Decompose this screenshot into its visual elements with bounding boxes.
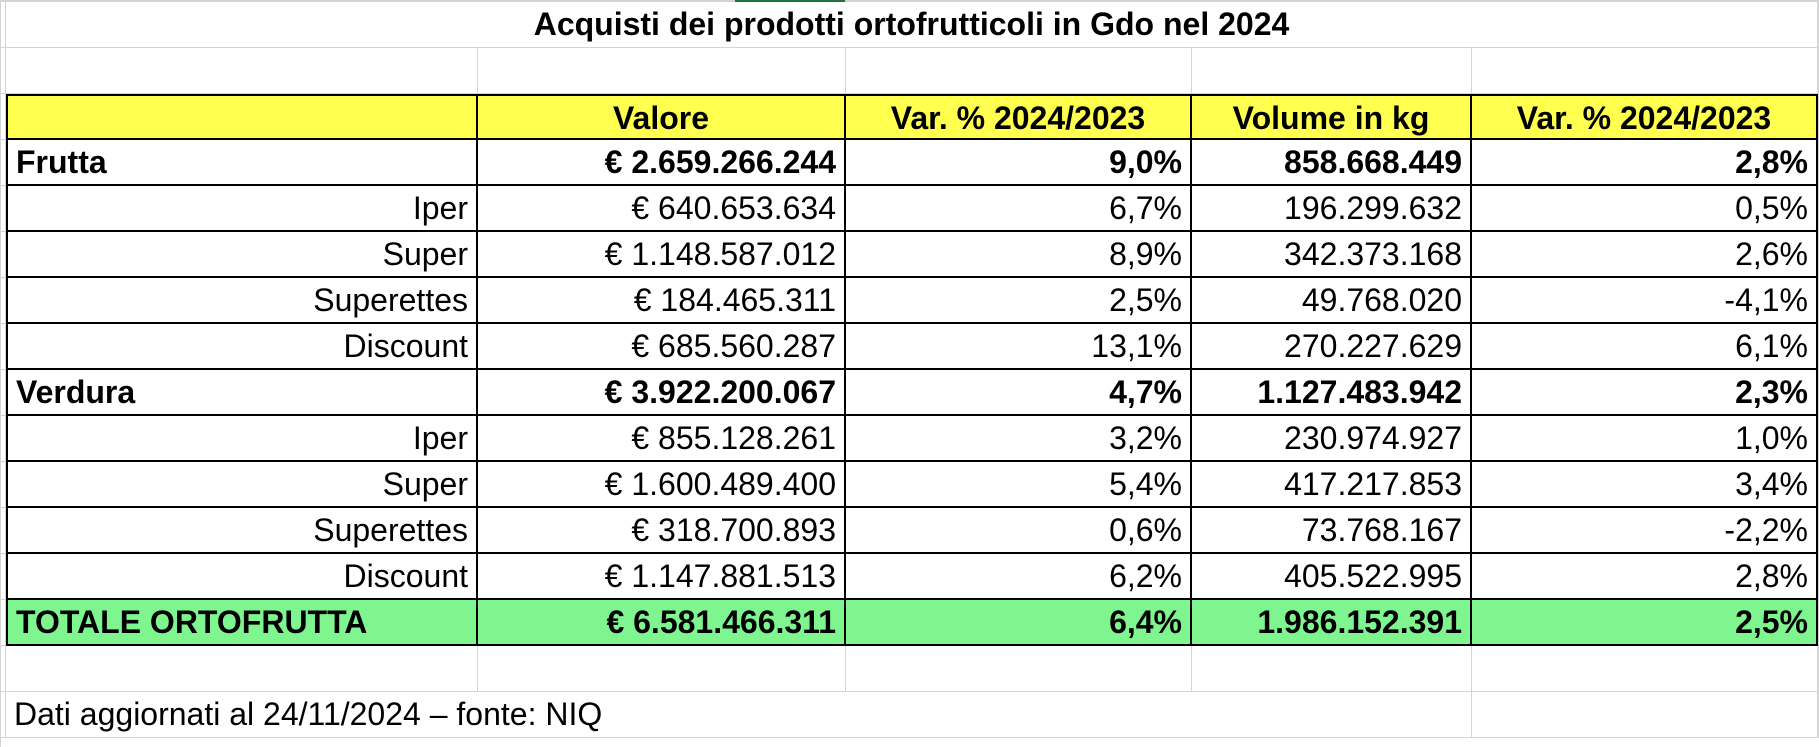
cell-valore[interactable]: € 1.600.489.400 [478,462,846,508]
cell-var-valore[interactable]: 3,2% [846,416,1192,462]
grid-cell[interactable] [846,48,1192,94]
cell-valore[interactable]: € 2.659.266.244 [478,140,846,186]
cell-volume[interactable]: 342.373.168 [1192,232,1472,278]
cell-valore[interactable]: € 855.128.261 [478,416,846,462]
table-title[interactable]: Acquisti dei prodotti ortofrutticoli in … [6,2,1818,48]
row-label[interactable]: Discount [6,554,478,600]
cell-var-volume[interactable]: 2,8% [1472,554,1818,600]
grid-cell[interactable] [1192,48,1472,94]
cell-var-valore[interactable]: 0,6% [846,508,1192,554]
grid-cell[interactable] [1472,692,1818,738]
row-label-verdura[interactable]: Verdura [6,370,478,416]
cell-var-volume[interactable]: 2,3% [1472,370,1818,416]
header-cell-volume[interactable]: Volume in kg [1192,94,1472,140]
grid-cell[interactable] [1472,48,1818,94]
total-var-volume[interactable]: 2,5% [1472,600,1818,646]
cell-valore[interactable]: € 640.653.634 [478,186,846,232]
cell-var-valore[interactable]: 9,0% [846,140,1192,186]
cell-volume[interactable]: 405.522.995 [1192,554,1472,600]
cell-volume[interactable]: 1.127.483.942 [1192,370,1472,416]
cell-var-volume[interactable]: 1,0% [1472,416,1818,462]
header-cell-var-volume[interactable]: Var. % 2024/2023 [1472,94,1818,140]
grid-cell[interactable] [478,646,846,692]
grid-cell[interactable] [6,646,478,692]
cell-var-volume[interactable]: 3,4% [1472,462,1818,508]
cell-var-valore[interactable]: 2,5% [846,278,1192,324]
grid-cell[interactable] [0,2,6,48]
row-label[interactable]: Superettes [6,508,478,554]
total-valore[interactable]: € 6.581.466.311 [478,600,846,646]
cell-valore[interactable]: € 1.147.881.513 [478,554,846,600]
cell-volume[interactable]: 417.217.853 [1192,462,1472,508]
cell-var-valore[interactable]: 5,4% [846,462,1192,508]
header-cell-valore[interactable]: Valore [478,94,846,140]
total-volume[interactable]: 1.986.152.391 [1192,600,1472,646]
cell-volume[interactable]: 230.974.927 [1192,416,1472,462]
grid-cell[interactable] [1192,646,1472,692]
grid-cell[interactable] [6,48,478,94]
cell-var-valore[interactable]: 6,2% [846,554,1192,600]
cell-var-volume[interactable]: 0,5% [1472,186,1818,232]
row-label[interactable]: Superettes [6,278,478,324]
cell-var-volume[interactable]: 6,1% [1472,324,1818,370]
grid-cell[interactable] [1472,646,1818,692]
cell-var-volume[interactable]: 2,8% [1472,140,1818,186]
cell-valore[interactable]: € 184.465.311 [478,278,846,324]
header-cell-label[interactable] [6,94,478,140]
cell-var-valore[interactable]: 13,1% [846,324,1192,370]
source-note[interactable]: Dati aggiornati al 24/11/2024 – fonte: N… [6,692,1192,738]
cell-var-volume[interactable]: -2,2% [1472,508,1818,554]
row-label[interactable]: Iper [6,416,478,462]
row-label[interactable]: Super [6,232,478,278]
cell-valore[interactable]: € 3.922.200.067 [478,370,846,416]
cell-volume[interactable]: 270.227.629 [1192,324,1472,370]
grid-cell[interactable] [478,48,846,94]
grid-cell[interactable] [0,48,6,94]
row-label-totale[interactable]: TOTALE ORTOFRUTTA [6,600,478,646]
cell-valore[interactable]: € 685.560.287 [478,324,846,370]
grid-cell[interactable] [846,646,1192,692]
cell-var-volume[interactable]: -4,1% [1472,278,1818,324]
cell-valore[interactable]: € 1.148.587.012 [478,232,846,278]
cell-volume[interactable]: 49.768.020 [1192,278,1472,324]
cell-var-valore[interactable]: 6,7% [846,186,1192,232]
cell-volume[interactable]: 73.768.167 [1192,508,1472,554]
row-label[interactable]: Super [6,462,478,508]
row-label[interactable]: Iper [6,186,478,232]
row-label[interactable]: Discount [6,324,478,370]
cell-var-valore[interactable]: 4,7% [846,370,1192,416]
cell-volume[interactable]: 196.299.632 [1192,186,1472,232]
total-var-valore[interactable]: 6,4% [846,600,1192,646]
cell-selection-indicator [735,0,845,2]
grid-cell[interactable] [1192,692,1472,738]
sheet-top-strip [0,0,1819,2]
row-label-frutta[interactable]: Frutta [6,140,478,186]
cell-valore[interactable]: € 318.700.893 [478,508,846,554]
cell-var-valore[interactable]: 8,9% [846,232,1192,278]
header-cell-var-valore[interactable]: Var. % 2024/2023 [846,94,1192,140]
grid-cell[interactable] [0,94,6,140]
cell-var-volume[interactable]: 2,6% [1472,232,1818,278]
cell-volume[interactable]: 858.668.449 [1192,140,1472,186]
